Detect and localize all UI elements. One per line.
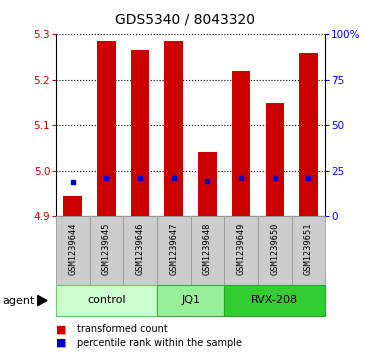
Text: GSM1239646: GSM1239646 [136, 223, 144, 276]
Bar [292, 216, 325, 285]
Text: GSM1239651: GSM1239651 [304, 223, 313, 276]
Bar [157, 216, 191, 285]
Bar [157, 285, 224, 316]
Text: control: control [87, 295, 126, 305]
Text: transformed count: transformed count [77, 324, 168, 334]
Text: percentile rank within the sample: percentile rank within the sample [77, 338, 242, 348]
Polygon shape [38, 295, 47, 306]
Bar [232, 71, 250, 216]
Text: RVX-208: RVX-208 [251, 295, 298, 305]
Bar [191, 216, 224, 285]
Bar [299, 53, 318, 216]
Text: ■: ■ [56, 324, 66, 334]
Bar [266, 102, 284, 216]
Bar [97, 41, 115, 216]
Bar [224, 285, 325, 316]
Bar [89, 216, 123, 285]
Text: GSM1239645: GSM1239645 [102, 223, 111, 276]
Bar [56, 216, 89, 285]
Bar [64, 196, 82, 216]
Bar [164, 41, 183, 216]
Bar [123, 216, 157, 285]
Bar [131, 50, 149, 216]
Text: GSM1239650: GSM1239650 [270, 223, 279, 276]
Text: GSM1239648: GSM1239648 [203, 223, 212, 276]
Bar [224, 216, 258, 285]
Text: JQ1: JQ1 [181, 295, 200, 305]
Text: GSM1239649: GSM1239649 [237, 223, 246, 276]
Bar [198, 152, 217, 216]
Text: GSM1239644: GSM1239644 [68, 223, 77, 276]
Text: agent: agent [2, 295, 34, 306]
Text: GSM1239647: GSM1239647 [169, 223, 178, 276]
Bar [56, 285, 157, 316]
Text: GDS5340 / 8043320: GDS5340 / 8043320 [115, 13, 255, 27]
Bar [258, 216, 292, 285]
Text: ■: ■ [56, 338, 66, 348]
